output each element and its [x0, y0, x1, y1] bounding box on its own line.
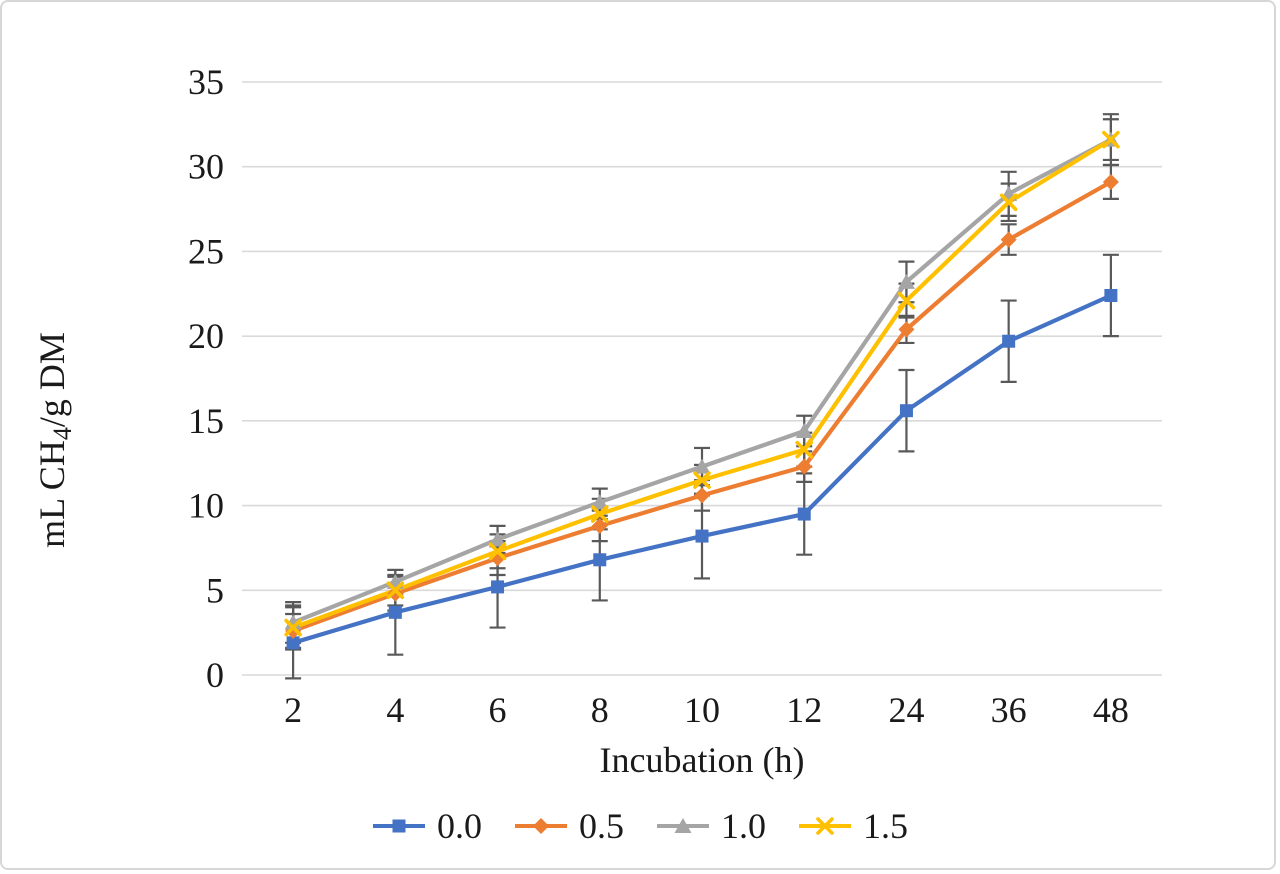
diamond-marker-icon	[1000, 231, 1017, 248]
square-marker-icon	[1104, 288, 1118, 302]
square-marker-icon	[695, 529, 709, 543]
square-marker-icon	[899, 404, 913, 418]
legend-item-0.5: 0.5	[515, 806, 624, 846]
diamond-marker-icon	[796, 458, 813, 475]
x-marker-icon	[999, 193, 1018, 212]
legend-label: 0.5	[579, 806, 624, 846]
square-marker-icon	[392, 819, 406, 833]
legend-item-1.5: 1.5	[799, 806, 908, 846]
x-marker-stroke	[590, 505, 609, 523]
y-tick-label: 5	[206, 570, 224, 610]
x-tick-label: 12	[786, 690, 822, 730]
x-tick-label: 2	[284, 690, 302, 730]
triangle-marker-icon	[591, 494, 609, 510]
y-tick-label: 20	[188, 316, 224, 356]
triangle-marker-icon	[674, 818, 692, 833]
x-tick-label: 24	[888, 690, 924, 730]
x-marker-stroke	[999, 193, 1018, 212]
square-marker-icon	[797, 507, 811, 521]
triangle-marker-icon	[489, 531, 507, 547]
x-tick-label: 36	[991, 690, 1027, 730]
y-tick-label: 10	[188, 486, 224, 526]
y-tick-label: 25	[188, 231, 224, 271]
diamond-marker-icon	[694, 487, 710, 504]
x-marker-stroke	[488, 542, 507, 561]
x-marker-icon	[590, 505, 609, 523]
x-tick-labels: 2 4 6 8 10 12 24 36 48	[284, 690, 1129, 730]
square-marker-icon	[1002, 334, 1016, 348]
x-marker-icon	[284, 618, 302, 637]
legend-item-0.0: 0.0	[373, 806, 482, 846]
x-marker-icon	[386, 581, 405, 600]
x-marker-icon	[795, 440, 814, 459]
square-marker-icon	[593, 553, 607, 567]
triangle-marker-icon	[693, 458, 711, 474]
legend: 0.0 0.5 1.0 1.5	[373, 806, 908, 846]
diamond-marker-icon	[591, 517, 608, 534]
x-axis-title: Incubation (h)	[600, 740, 805, 780]
x-marker-icon	[816, 817, 834, 835]
x-marker-icon	[488, 542, 507, 561]
legend-label: 0.0	[437, 806, 482, 846]
square-marker-icon	[388, 605, 402, 619]
x-marker-stroke	[897, 291, 916, 310]
x-marker-stroke	[284, 618, 302, 637]
triangle-marker-icon	[795, 423, 813, 439]
x-tick-label: 48	[1093, 690, 1129, 730]
diamond-marker-icon	[533, 818, 549, 834]
x-marker-icon	[693, 471, 711, 489]
diamond-marker-icon	[1102, 173, 1119, 190]
legend-label: 1.5	[863, 806, 908, 846]
x-marker-icon	[1102, 130, 1120, 149]
x-marker-stroke	[1102, 130, 1120, 149]
y-tick-label: 0	[206, 655, 224, 695]
x-marker-stroke	[693, 471, 711, 489]
y-axis-title-text: mL CH4/g DM	[32, 332, 77, 548]
square-marker-icon	[286, 636, 300, 650]
x-marker-icon	[897, 291, 916, 310]
y-tick-label: 35	[188, 62, 224, 102]
diamond-marker-icon	[387, 585, 404, 602]
error-bars-layer	[285, 113, 1119, 680]
x-marker-stroke	[816, 817, 834, 835]
diamond-marker-icon	[898, 321, 915, 338]
legend-label: 1.0	[721, 806, 766, 846]
x-tick-label: 10	[684, 690, 720, 730]
y-tick-label: 15	[188, 401, 224, 441]
x-tick-label: 4	[386, 690, 404, 730]
markers-layer	[284, 130, 1120, 650]
y-axis-title: mL CH4/g DM	[32, 332, 77, 548]
y-tick-label: 30	[188, 147, 224, 187]
x-marker-stroke	[795, 440, 814, 459]
y-tick-labels: 0 5 10 15 20 25 30 35	[188, 62, 224, 695]
x-tick-label: 6	[489, 690, 507, 730]
legend-item-1.0: 1.0	[657, 806, 766, 846]
x-marker-stroke	[386, 581, 405, 600]
triangle-marker-icon	[897, 273, 915, 289]
x-tick-label: 8	[591, 690, 609, 730]
square-marker-icon	[491, 580, 505, 594]
